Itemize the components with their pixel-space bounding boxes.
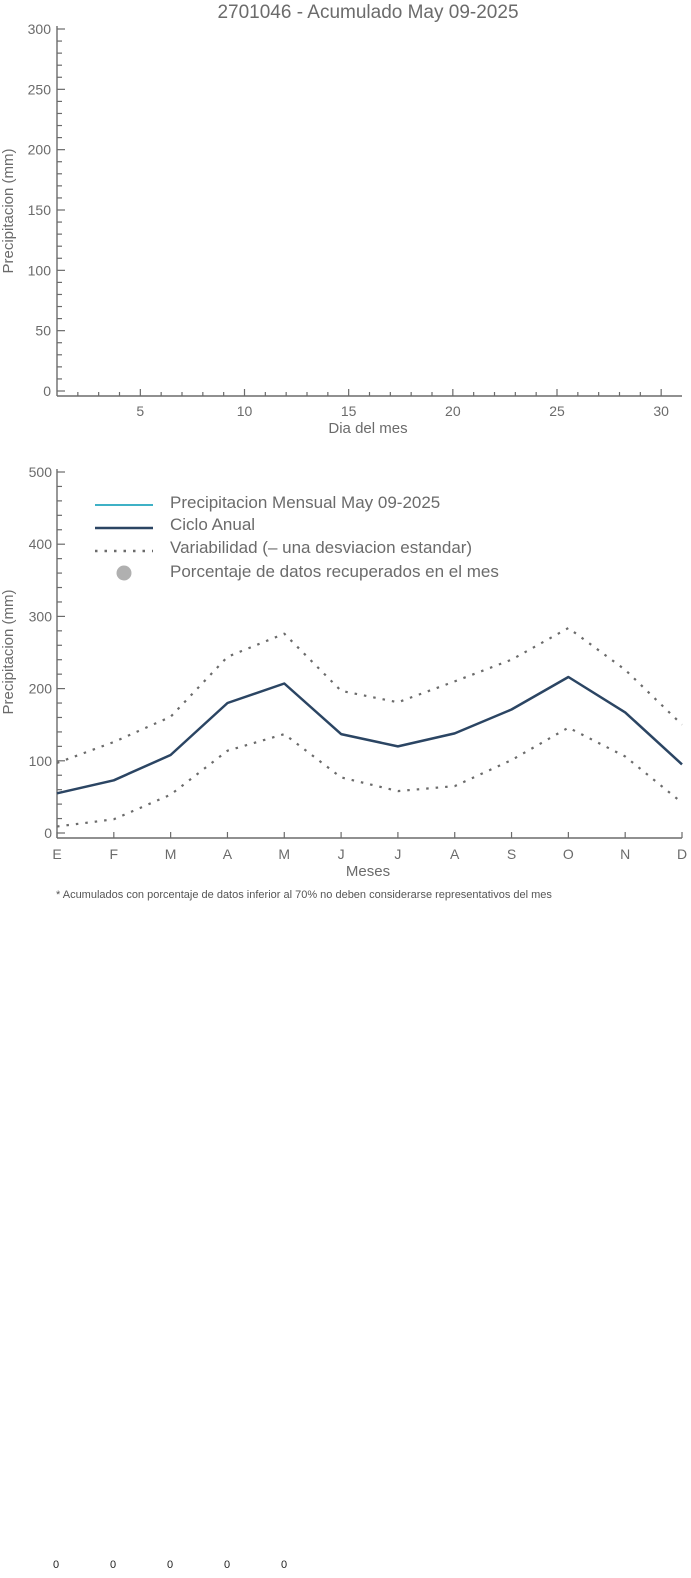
x-tick-label: 15 <box>341 403 357 419</box>
chart-2-footnote: * Acumulados con porcentaje de datos inf… <box>56 889 552 901</box>
x-tick-label: J <box>394 846 401 862</box>
x-tick-label: F <box>110 846 119 862</box>
x-tick-label: M <box>278 846 290 862</box>
x-tick-label: D <box>677 846 687 862</box>
x-tick-label: A <box>450 846 460 862</box>
chart-2-x-label: Meses <box>346 863 390 880</box>
y-tick-label: 300 <box>29 608 53 624</box>
y-tick-label: 0 <box>44 825 52 841</box>
y-tick-label: 250 <box>28 81 52 97</box>
y-tick-label: 0 <box>43 383 51 399</box>
chart-2-y-label: Precipitacion (mm) <box>0 589 17 714</box>
variability-upper-line <box>56 626 683 765</box>
chart-1-x-label: Dia del mes <box>328 420 407 437</box>
x-tick-label: S <box>507 846 516 862</box>
x-tick-label: N <box>620 846 630 862</box>
legend-pct-marker <box>116 565 132 581</box>
x-tick-label: A <box>223 846 233 862</box>
x-tick-label: M <box>165 846 177 862</box>
x-tick-label: 25 <box>549 403 565 419</box>
chart-2-series <box>56 626 683 828</box>
monthly-cycle-chart: 0 100 200 300 400 500 E F M A M J J A S O N D Precipitac… <box>0 464 687 901</box>
legend-pct-label: Porcentaje de datos recuperados en el me… <box>170 562 499 581</box>
bottom-values: 0 0 0 0 0 <box>53 1559 287 1571</box>
x-tick-label: 5 <box>136 403 144 419</box>
y-tick-label: 100 <box>29 753 53 769</box>
x-tick-label: E <box>52 846 61 862</box>
y-tick-label: 400 <box>29 536 53 552</box>
x-tick-label: 30 <box>653 403 669 419</box>
variability-lower-line <box>56 726 683 828</box>
x-tick-label: 10 <box>237 403 253 419</box>
legend-monthly-precip-label: Precipitacion Mensual May 09-2025 <box>170 493 440 512</box>
chart-1-y-ticks: 0 50 100 150 200 250 300 <box>28 21 65 399</box>
x-tick-label: 20 <box>445 403 461 419</box>
chart-2-y-ticks: 0 100 200 300 400 500 <box>29 464 65 841</box>
x-tick-label: J <box>338 846 345 862</box>
y-tick-label: 500 <box>29 464 53 480</box>
bottom-value: 0 <box>53 1559 59 1571</box>
y-tick-label: 200 <box>29 681 53 697</box>
bottom-value: 0 <box>281 1559 287 1571</box>
y-tick-label: 200 <box>28 142 52 158</box>
y-tick-label: 300 <box>28 21 52 37</box>
bottom-value: 0 <box>224 1559 230 1571</box>
legend-annual-cycle-label: Ciclo Anual <box>170 515 255 534</box>
bottom-value: 0 <box>110 1559 116 1571</box>
chart-2-legend: Precipitacion Mensual May 09-2025 Ciclo … <box>95 493 499 581</box>
x-tick-label: O <box>563 846 574 862</box>
chart-1-title: 2701046 - Acumulado May 09-2025 <box>217 2 518 23</box>
y-tick-label: 50 <box>35 323 51 339</box>
bottom-value: 0 <box>167 1559 173 1571</box>
y-tick-label: 100 <box>28 262 52 278</box>
chart-1-y-label: Precipitacion (mm) <box>0 148 17 273</box>
chart-1-x-ticks: 5 10 15 20 25 30 <box>77 389 669 419</box>
annual-cycle-line <box>56 675 683 795</box>
y-tick-label: 150 <box>28 202 52 218</box>
daily-accumulation-chart: 2701046 - Acumulado May 09-2025 0 50 100 15… <box>0 2 682 437</box>
legend-variability-label: Variabilidad (– una desviacion estandar) <box>170 538 472 557</box>
